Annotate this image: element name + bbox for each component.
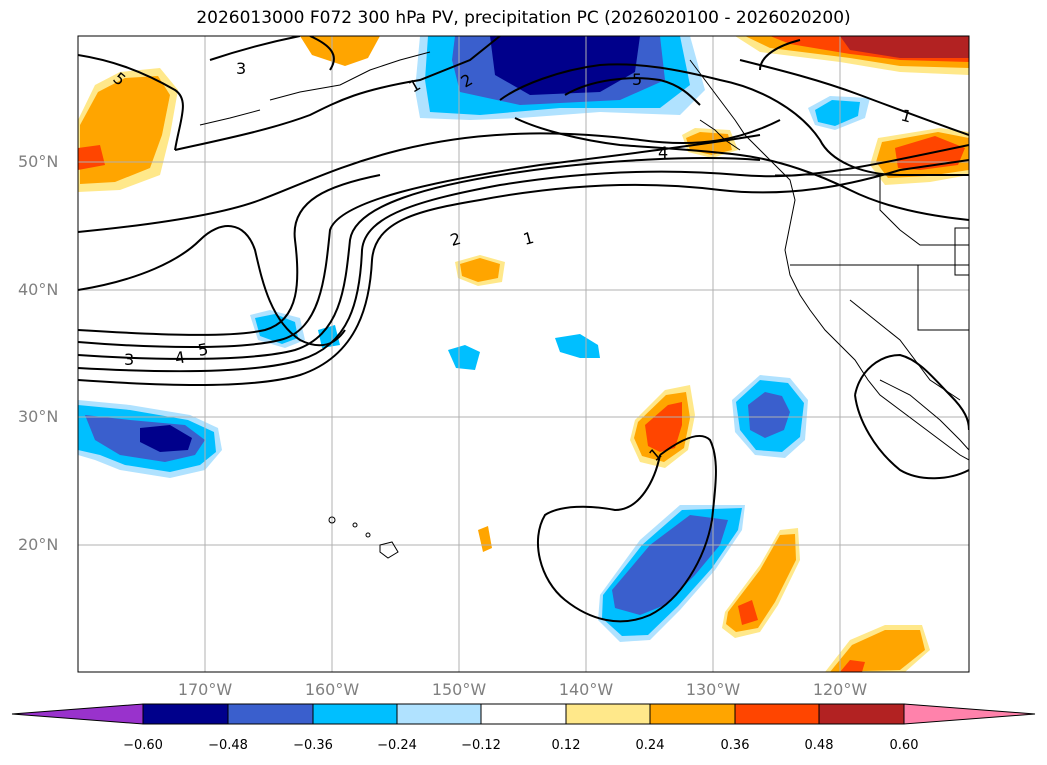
colorbar-extend-high <box>903 703 1036 725</box>
colorbar-bin <box>565 703 651 725</box>
graticule <box>78 36 969 672</box>
colorbar-bin <box>649 703 736 725</box>
colorbar-tick: −0.48 <box>208 738 248 753</box>
lat-label-30n: 30°N <box>18 407 59 426</box>
colorbar-tick: −0.60 <box>123 738 163 753</box>
colorbar-tick: 0.36 <box>720 738 750 753</box>
map-area: 5 3 1 2 5 4 1 2 1 3 4 5 1 <box>78 36 969 672</box>
colorbar-bin <box>396 703 482 725</box>
contour-label: 3 <box>236 59 246 78</box>
colorbar-bin <box>818 703 905 725</box>
colorbar-tick: 0.12 <box>551 738 581 753</box>
map-frame <box>77 35 970 673</box>
colorbar-tick: 0.48 <box>804 738 834 753</box>
contour-label: 4 <box>173 347 186 367</box>
lat-label-40n: 40°N <box>18 280 59 299</box>
colorbar-tick: −0.24 <box>377 738 417 753</box>
colorbar-tick: −0.36 <box>293 738 333 753</box>
colorbar-tick: 0.60 <box>889 738 919 753</box>
contour-label: 5 <box>632 70 642 89</box>
lon-label-140w: 140°W <box>558 680 614 699</box>
colorbar <box>11 703 1036 725</box>
contour-label: 3 <box>124 350 134 369</box>
map-title: 2026013000 F072 300 hPa PV, precipitatio… <box>196 8 851 28</box>
colorbar-bin <box>312 703 398 725</box>
contour-label: 2 <box>448 229 463 250</box>
lon-label-170w: 170°W <box>177 680 233 699</box>
contour-label: 4 <box>658 143 668 162</box>
lon-label-150w: 150°W <box>431 680 487 699</box>
colorbar-bin <box>734 703 820 725</box>
colorbar-bin <box>142 703 229 725</box>
colorbar-tick: −0.12 <box>461 738 501 753</box>
lat-label-50n: 50°N <box>18 152 59 171</box>
colorbar-bin <box>480 703 567 725</box>
contour-label: 5 <box>196 339 209 359</box>
lon-label-120w: 120°W <box>812 680 868 699</box>
contour-label: 1 <box>899 106 914 127</box>
colorbar-tick: 0.24 <box>635 738 665 753</box>
lon-label-130w: 130°W <box>685 680 741 699</box>
colorbar-bin <box>227 703 314 725</box>
pv-contours <box>78 36 969 623</box>
lat-label-20n: 20°N <box>18 535 59 554</box>
colorbar-extend-low <box>11 703 144 725</box>
lon-label-160w: 160°W <box>304 680 360 699</box>
contour-label: 1 <box>521 228 536 249</box>
